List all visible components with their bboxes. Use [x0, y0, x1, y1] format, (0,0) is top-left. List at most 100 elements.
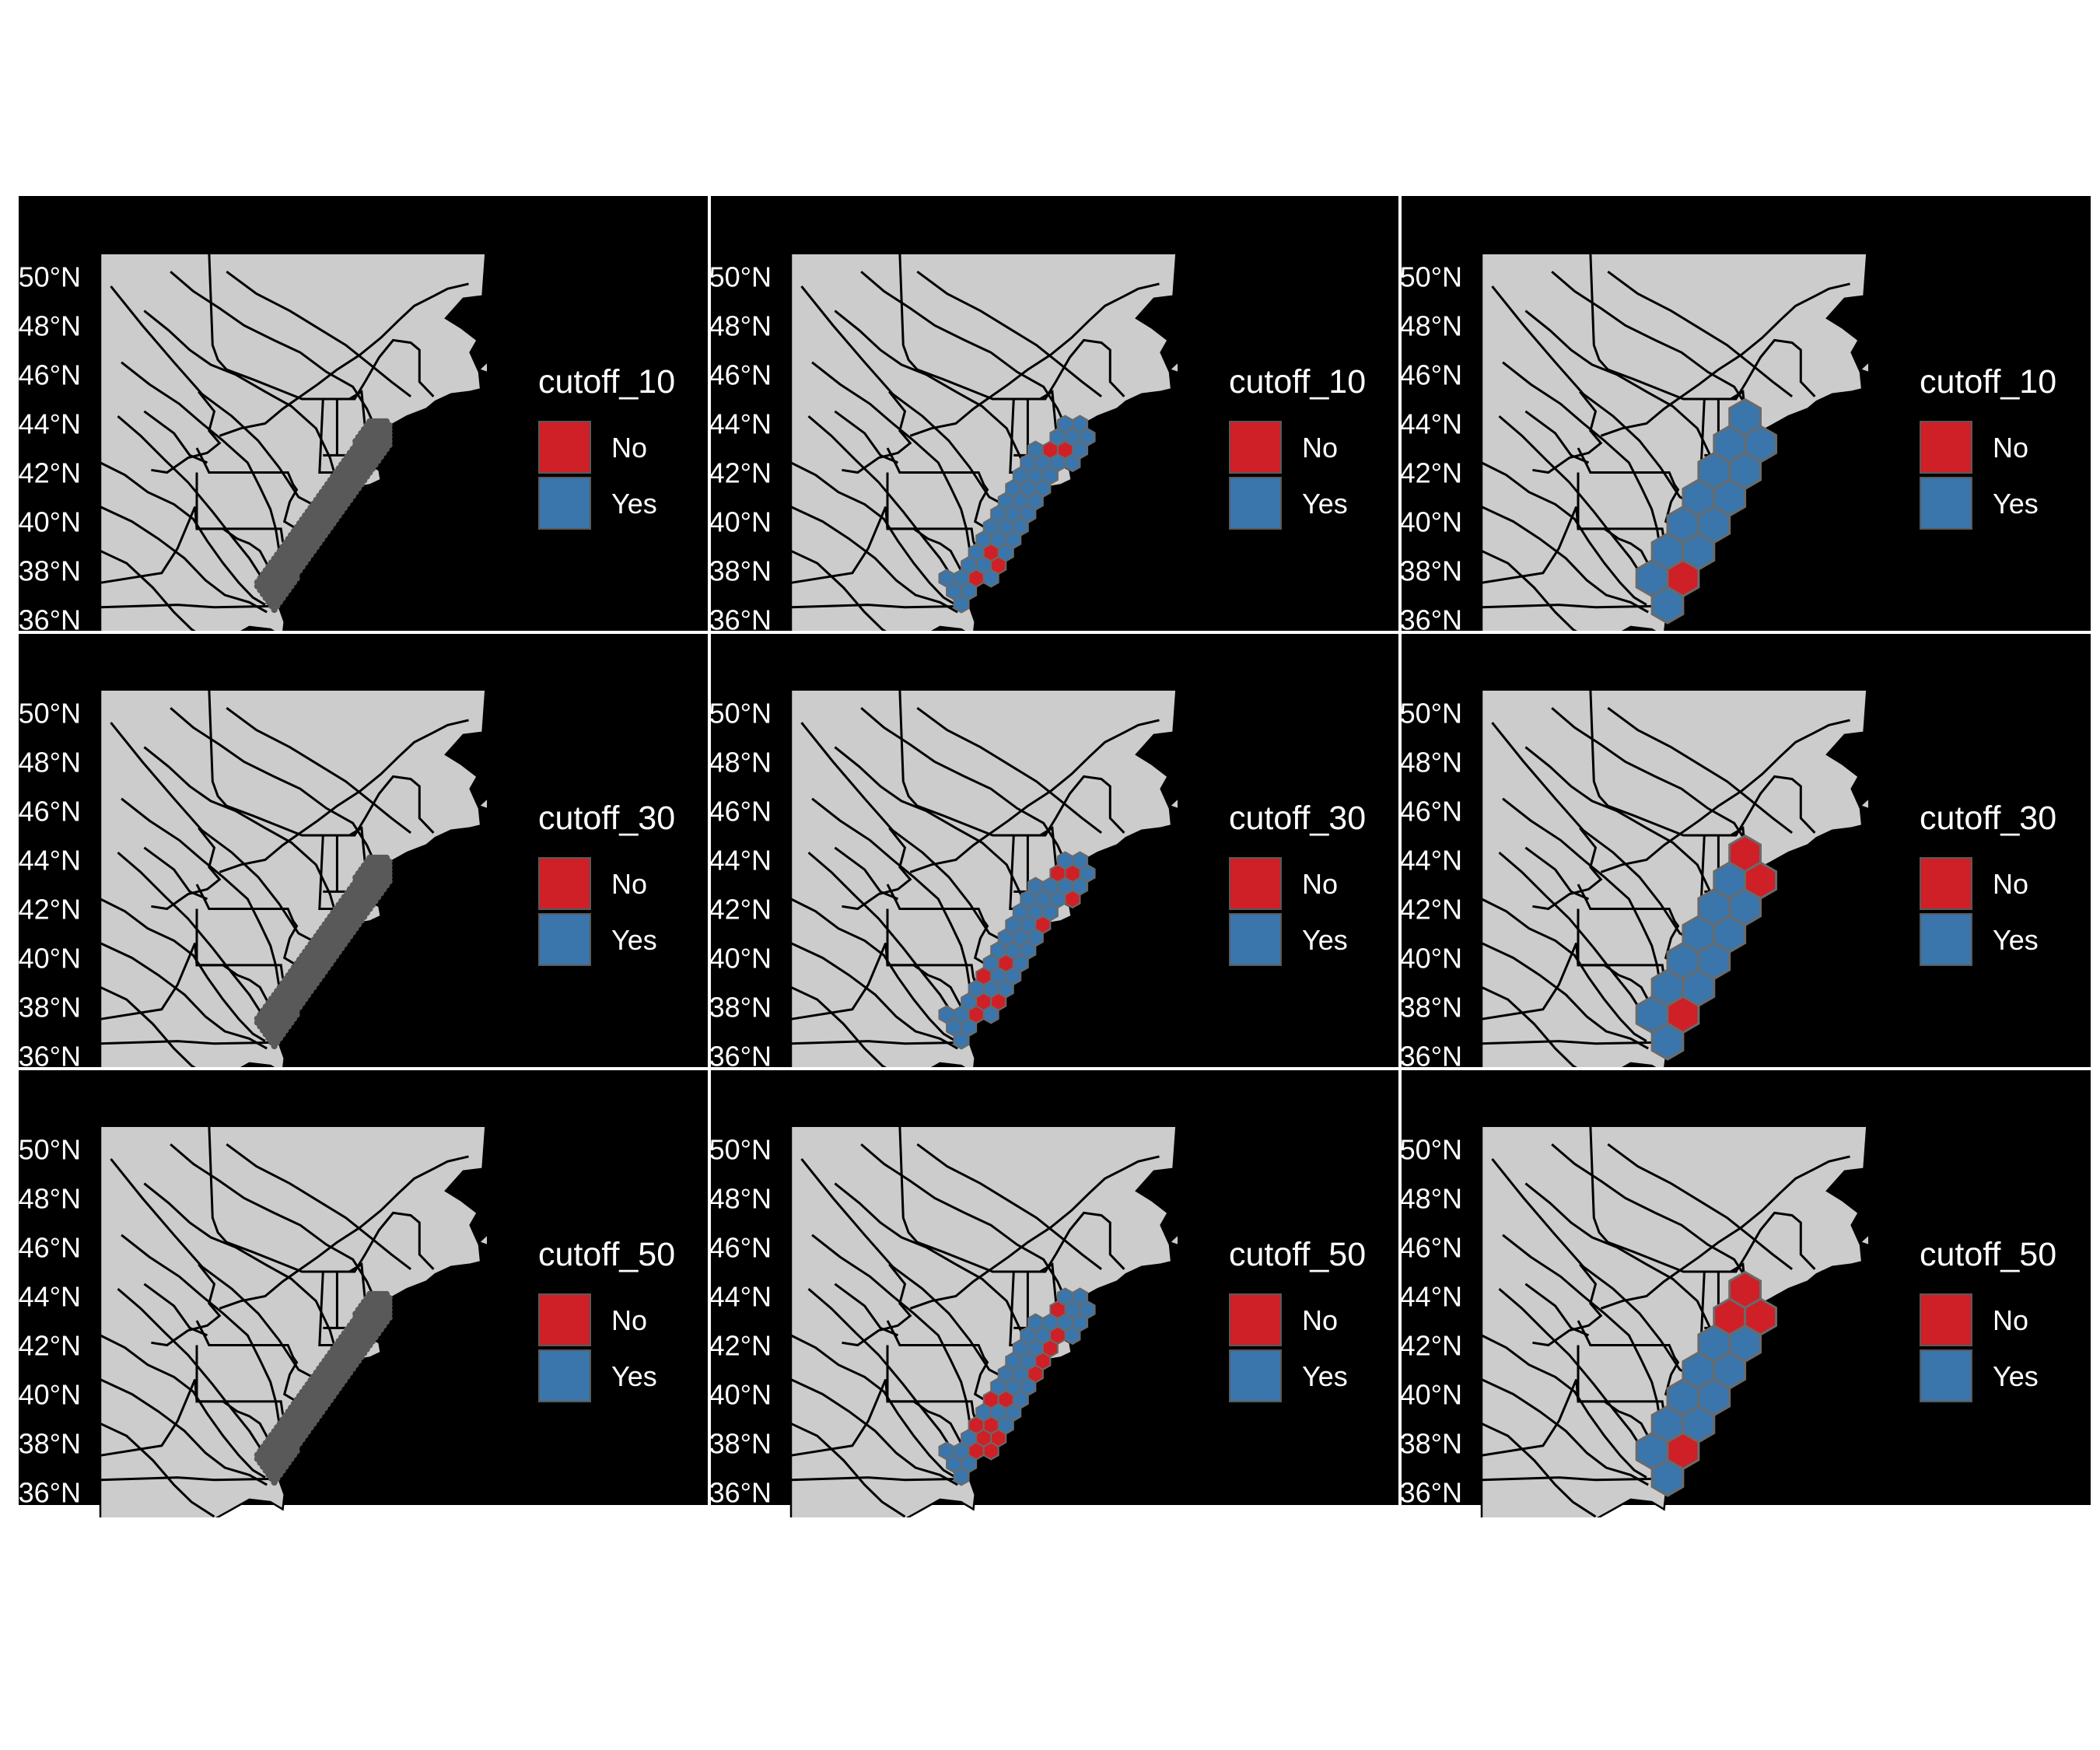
legend-label-no: No — [1993, 1304, 2028, 1336]
lat-tick-label: 48°N — [709, 310, 772, 342]
boundary-line — [100, 506, 268, 614]
legend-label-no: No — [611, 1304, 647, 1336]
lat-tick-label: 50°N — [19, 698, 81, 730]
boundary-line — [1600, 1155, 1850, 1310]
boundary-line — [1551, 1143, 1759, 1302]
lat-tick-label: 42°N — [709, 1330, 772, 1362]
boundary-line — [1481, 1476, 1659, 1482]
legend-key-no — [1229, 421, 1282, 474]
boundary-line — [842, 827, 912, 911]
legend-label-yes: Yes — [611, 1360, 657, 1392]
hexbin-cell-yes — [982, 569, 999, 588]
boundary-line — [1491, 1158, 1695, 1378]
hexbin-cell-yes — [1650, 1458, 1685, 1497]
boundary-line — [800, 285, 1004, 506]
lat-tick-label: 36°N — [1400, 1041, 1462, 1073]
legend-label-yes: Yes — [1993, 924, 2039, 956]
legend-key-no — [1920, 421, 1972, 474]
boundary-line — [1524, 410, 1590, 464]
sample-point — [383, 418, 390, 425]
land-polygon — [789, 691, 1178, 1081]
boundary-line — [195, 1320, 299, 1403]
boundary-line — [860, 1143, 1068, 1302]
lat-tick-label: 44°N — [19, 408, 81, 440]
lat-tick-label: 46°N — [19, 796, 81, 828]
legend-label-no: No — [611, 868, 647, 900]
boundary-line — [1481, 942, 1649, 1050]
lat-tick-label: 46°N — [1400, 796, 1462, 828]
island-polygon — [1859, 361, 1868, 373]
lat-tick-label: 50°N — [1400, 1134, 1462, 1166]
boundary-line — [909, 1155, 1160, 1310]
legend-label-yes: Yes — [1993, 488, 2039, 520]
legend-label-yes: Yes — [1302, 1360, 1348, 1392]
lat-tick-label: 44°N — [709, 845, 772, 877]
map-panel-r2c2: 50°N 48°N 46°N 44°N 42°N 40°N 38°N 36°N85°W 80°W… — [1400, 1069, 2091, 1561]
boundary-line — [110, 285, 313, 506]
boundary-line — [219, 719, 469, 873]
boundary-line — [790, 506, 958, 614]
lon-tick-label: 70°W — [1727, 1529, 1796, 1561]
boundary-line — [909, 282, 1160, 437]
legend-title: cutoff_30 — [1229, 800, 1366, 837]
legend-key-no — [1920, 1293, 1972, 1346]
legend-label-no: No — [1993, 868, 2028, 900]
boundary-line — [1502, 1234, 1662, 1424]
boundary-line — [1481, 604, 1659, 609]
legend-label-no: No — [1302, 868, 1338, 900]
boundary-line — [170, 271, 377, 429]
boundary-line — [800, 1158, 1004, 1378]
lat-tick-label: 50°N — [709, 698, 772, 730]
map-panel-r2c0: 50°N 48°N 46°N 44°N 42°N 40°N 38°N 36°N85°W 80°W… — [19, 1069, 709, 1561]
boundary-line — [151, 1263, 222, 1347]
lat-tick-label: 42°N — [709, 457, 772, 489]
legend-key-yes — [538, 1349, 591, 1402]
hexbin-cell-yes — [1650, 1022, 1685, 1061]
lat-tick-label: 38°N — [19, 555, 81, 587]
boundary-line — [208, 691, 435, 837]
boundary-line — [100, 461, 266, 606]
lon-tick-label: 80°W — [1552, 1529, 1621, 1561]
boundary-line — [100, 898, 266, 1042]
land-polygon — [99, 691, 487, 1081]
boundary-line — [834, 410, 899, 464]
lat-tick-label: 48°N — [19, 310, 81, 342]
boundary-line — [195, 447, 299, 530]
lat-tick-label: 46°N — [1400, 1232, 1462, 1264]
boundary-line — [842, 390, 912, 474]
lat-tick-label: 42°N — [1400, 894, 1462, 926]
boundary-line — [790, 943, 963, 1020]
legend-key-no — [1229, 1293, 1282, 1346]
boundary-line — [1532, 827, 1603, 911]
lon-tick-label: 70°W — [346, 1529, 415, 1561]
boundary-line — [1607, 270, 1794, 397]
lon-tick-label: 70°W — [1037, 1529, 1105, 1561]
boundary-line — [811, 1234, 971, 1424]
legend-key-yes — [1920, 477, 1972, 530]
boundary-line — [1039, 826, 1059, 882]
legend-label-no: No — [1302, 432, 1338, 464]
legend-title: cutoff_10 — [1920, 363, 2056, 401]
lat-tick-label: 42°N — [19, 894, 81, 926]
boundary-line — [790, 1476, 968, 1482]
boundary-line — [1481, 506, 1654, 584]
legend-title: cutoff_10 — [1229, 363, 1366, 401]
boundary-line — [208, 1127, 435, 1273]
hexbin-cell-yes — [1064, 453, 1081, 473]
land-polygon — [99, 254, 487, 645]
boundary-line — [226, 706, 412, 834]
map-area — [1480, 691, 1868, 1081]
lat-tick-label: 44°N — [1400, 1281, 1462, 1313]
boundary-line — [916, 270, 1103, 397]
lon-tick-label: 65°W — [1815, 1529, 1884, 1561]
lat-tick-label: 36°N — [709, 1477, 772, 1509]
lat-tick-label: 48°N — [1400, 1183, 1462, 1215]
boundary-line — [117, 415, 278, 601]
lat-tick-label: 38°N — [1400, 555, 1462, 587]
land-polygon — [789, 254, 1178, 645]
island-polygon — [1859, 1234, 1868, 1246]
hexbin-cell-yes — [953, 1467, 970, 1486]
legend-label-yes: Yes — [1993, 1360, 2039, 1392]
lat-tick-label: 50°N — [19, 261, 81, 293]
